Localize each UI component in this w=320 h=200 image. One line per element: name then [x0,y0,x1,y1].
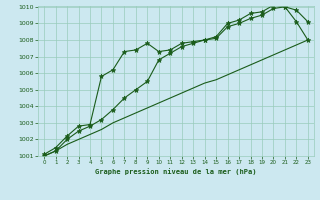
X-axis label: Graphe pression niveau de la mer (hPa): Graphe pression niveau de la mer (hPa) [95,168,257,175]
